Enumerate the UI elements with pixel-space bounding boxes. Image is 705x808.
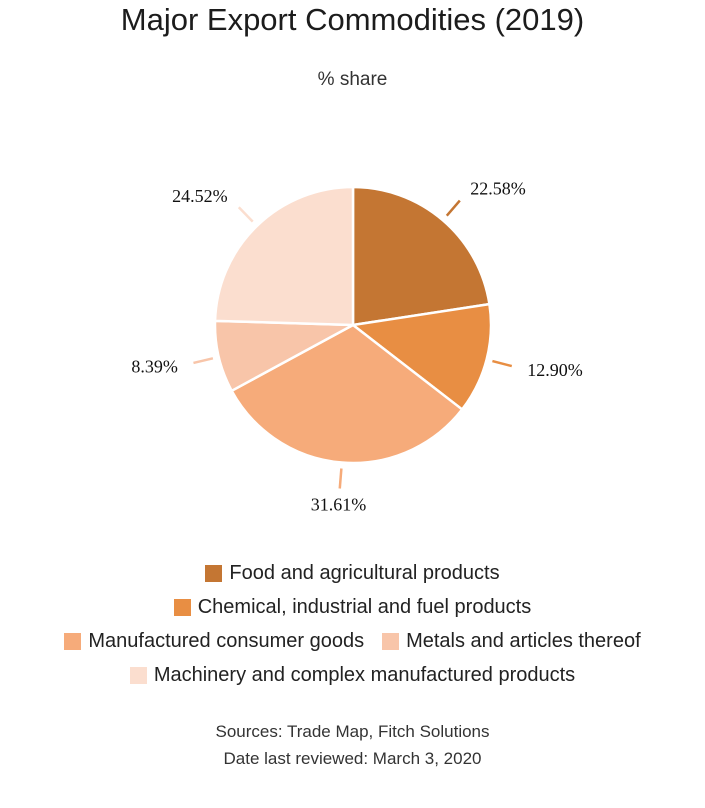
legend-swatch xyxy=(64,632,82,650)
sources-note: Sources: Trade Map, Fitch Solutions xyxy=(215,722,490,741)
legend-label: Manufactured consumer goods xyxy=(88,629,365,652)
legend-label: Food and agricultural products xyxy=(229,561,500,584)
legend-item-consumer-goods[interactable]: Manufactured consumer goods xyxy=(64,630,364,653)
date-reviewed-note: Date last reviewed: March 3, 2020 xyxy=(223,749,482,768)
legend-row: Food and agricultural products xyxy=(0,556,705,590)
pie-slice[interactable] xyxy=(213,185,355,327)
legend-swatch xyxy=(205,564,223,582)
legend-label: Chemical, industrial and fuel products xyxy=(197,595,532,618)
slice-value-label: 8.39% xyxy=(131,357,178,377)
leader-line xyxy=(193,357,214,365)
leader-line xyxy=(492,359,513,368)
chart-subtitle: % share xyxy=(317,69,388,90)
leader-line xyxy=(445,199,461,217)
legend-item-machinery[interactable]: Machinery and complex manufactured produ… xyxy=(129,663,576,687)
slice-value-label: 12.90% xyxy=(527,360,583,380)
legend-row: Machinery and complex manufactured produ… xyxy=(0,658,705,692)
legend-swatch xyxy=(129,666,147,684)
legend-row: Manufactured consumer goods Metals and a… xyxy=(0,624,705,658)
legend-label: Metals and articles thereof xyxy=(406,629,641,652)
leader-line xyxy=(338,468,343,489)
legend-item-food[interactable]: Food and agricultural products xyxy=(205,561,500,585)
legend-item-metals[interactable]: Metals and articles thereof xyxy=(382,630,641,653)
legend-swatch xyxy=(173,598,191,616)
slice-value-label: 22.58% xyxy=(470,178,525,198)
legend-item-chemical[interactable]: Chemical, industrial and fuel products xyxy=(173,595,532,619)
chart-legend: Food and agricultural products Chemical,… xyxy=(0,556,705,692)
leader-line xyxy=(237,206,254,223)
chart-footer: Sources: Trade Map, Fitch Solutions Date… xyxy=(0,718,705,772)
legend-row: Chemical, industrial and fuel products xyxy=(0,590,705,624)
slice-value-label: 31.61% xyxy=(311,494,367,514)
legend-label: Machinery and complex manufactured produ… xyxy=(153,663,576,686)
chart-title: Major Export Commodities (2019) xyxy=(120,2,585,37)
pie-slice[interactable] xyxy=(351,302,493,411)
legend-swatch xyxy=(382,632,400,650)
slice-value-label: 24.52% xyxy=(172,186,228,206)
pie-chart: 22.58% 12.90% 31.61% 8.39% 24.52% xyxy=(131,178,583,514)
pie-slice[interactable] xyxy=(351,185,491,327)
pie-slice[interactable] xyxy=(230,323,464,465)
